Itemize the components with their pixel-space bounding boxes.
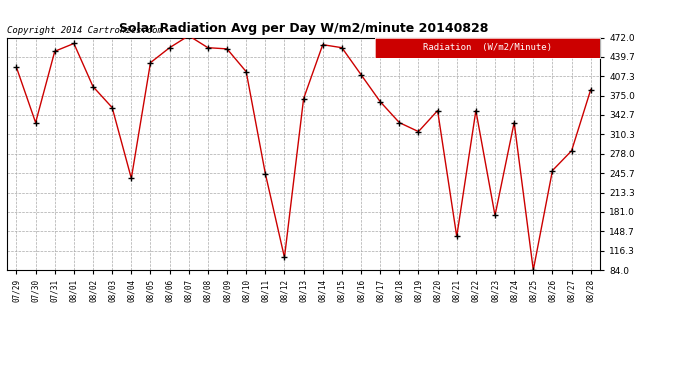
Text: Copyright 2014 Cartronics.com: Copyright 2014 Cartronics.com [7,26,163,35]
Title: Solar Radiation Avg per Day W/m2/minute 20140828: Solar Radiation Avg per Day W/m2/minute … [119,22,489,35]
